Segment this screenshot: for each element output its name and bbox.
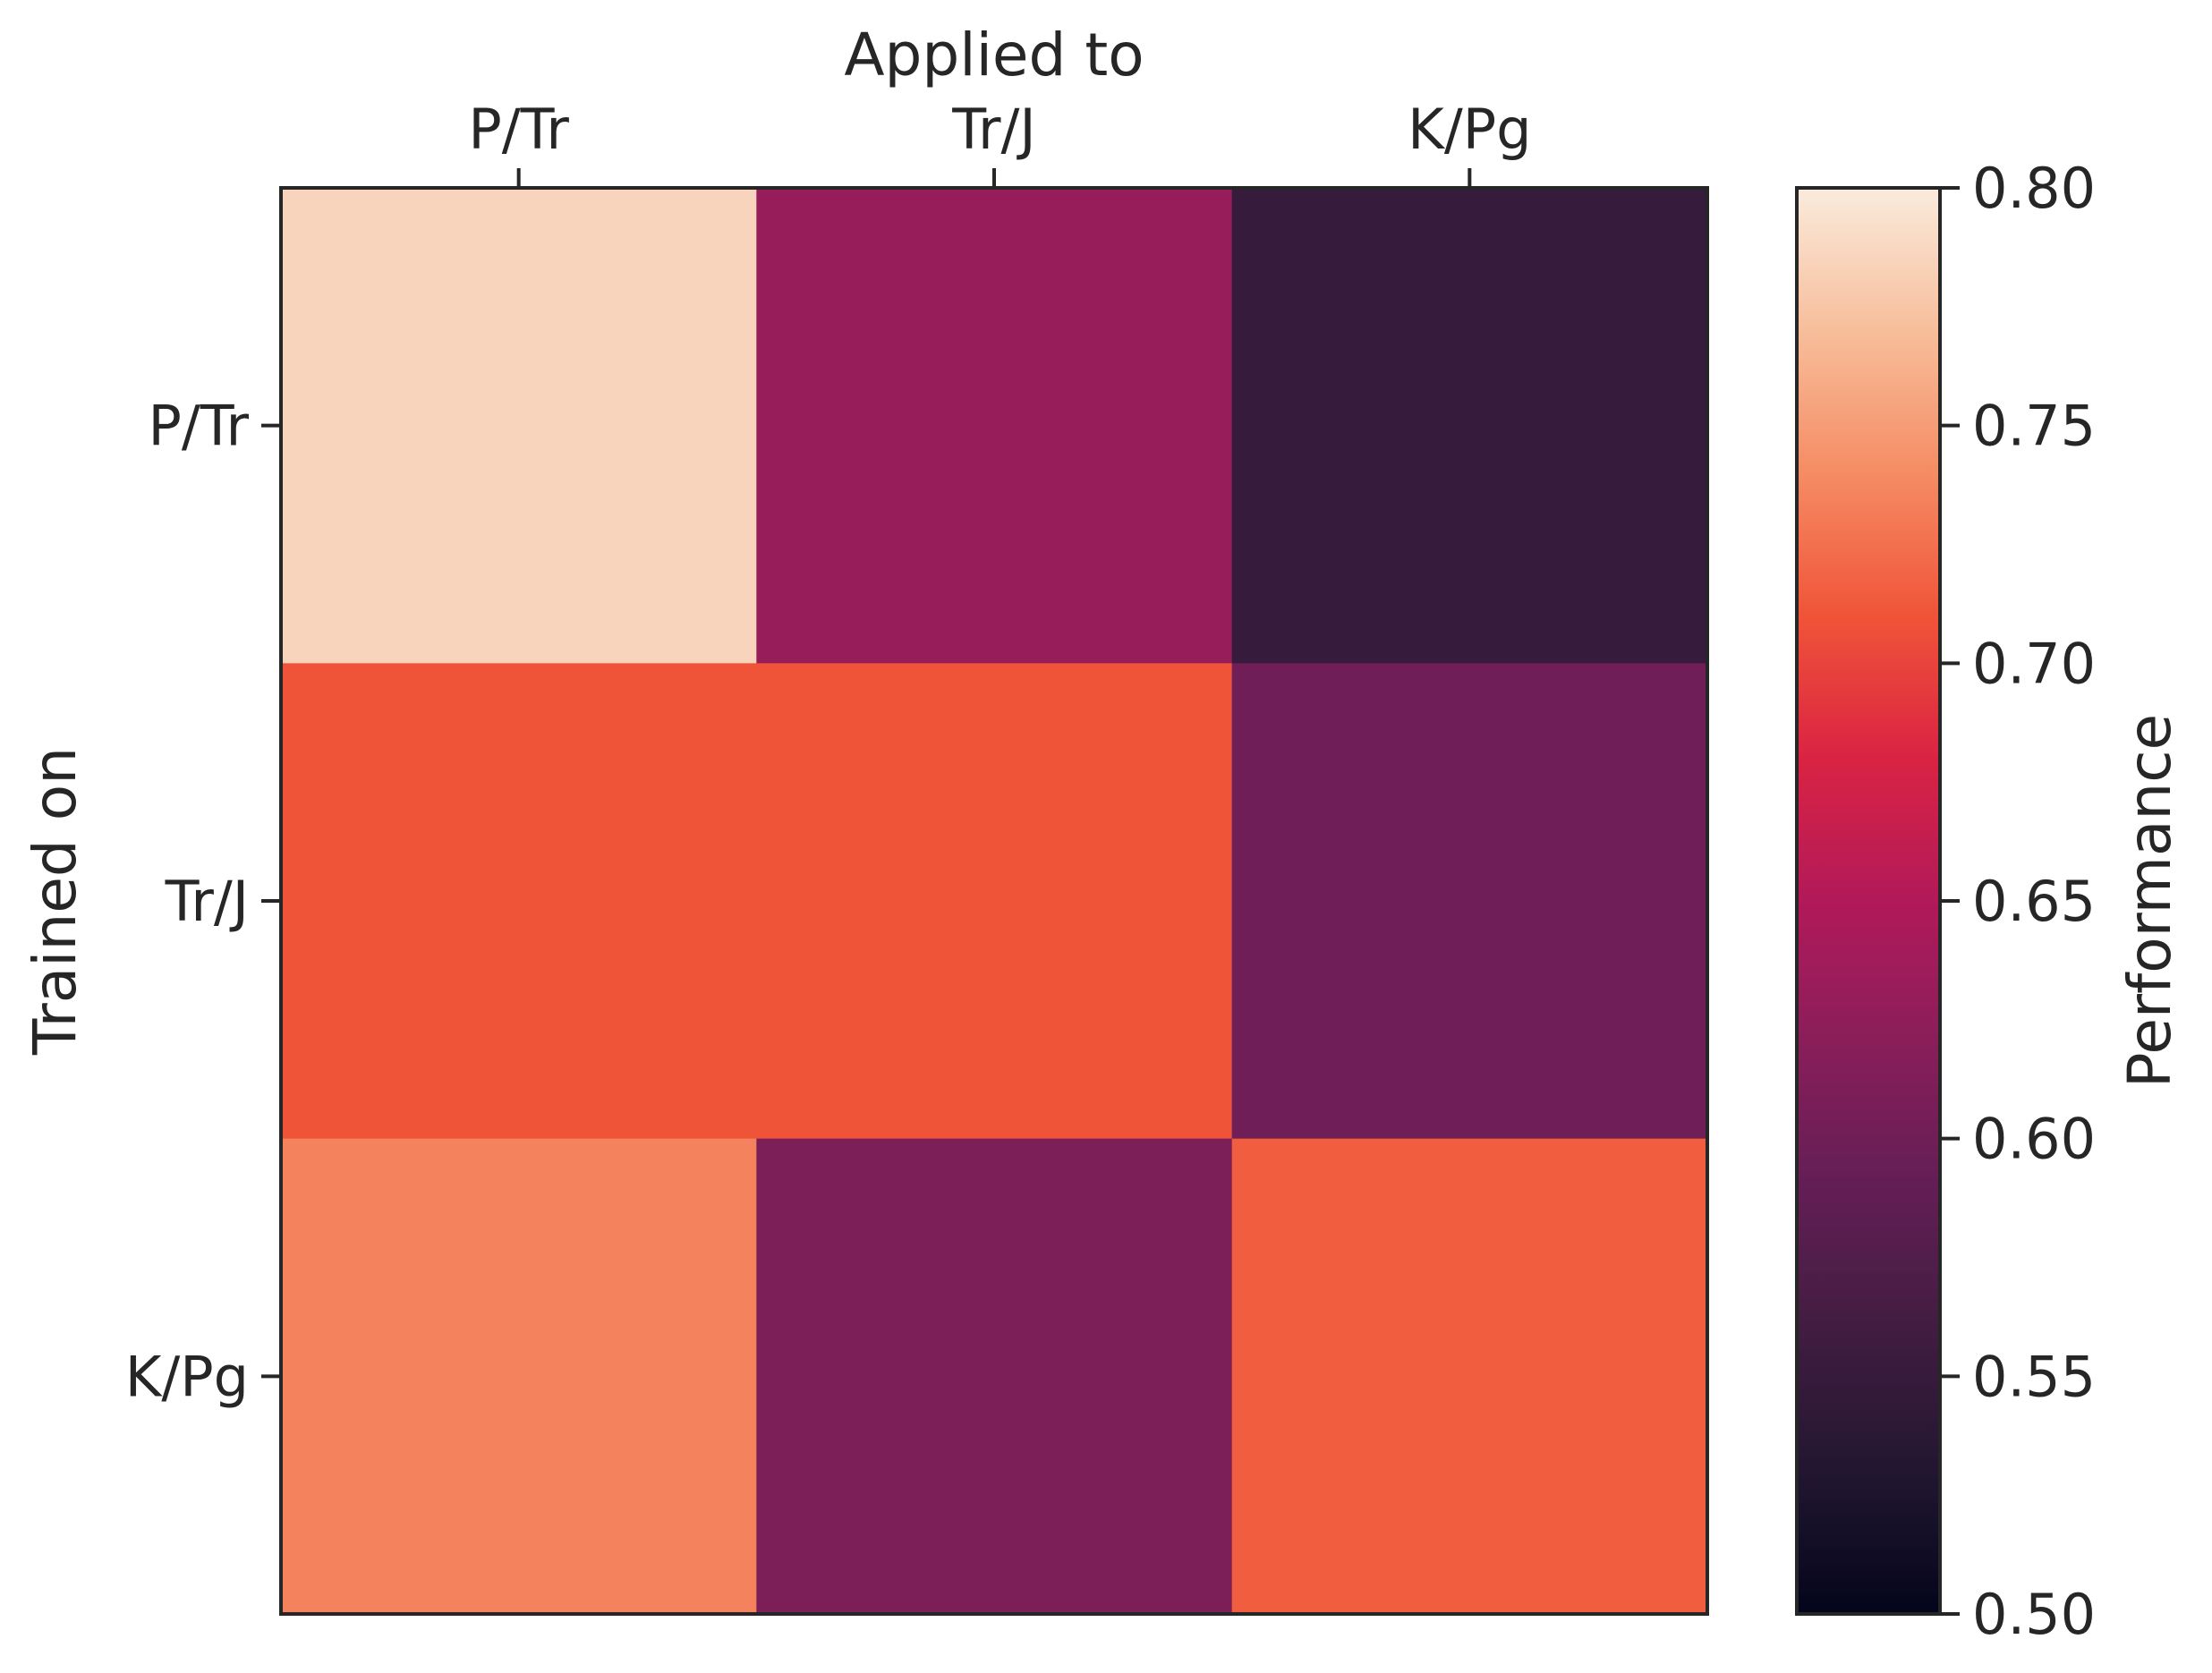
colorbar-tick-label: 0.65 (1972, 869, 2096, 934)
x-tick-label: K/Pg (1408, 97, 1531, 162)
colorbar-gradient (1797, 188, 1940, 1614)
x-axis-label: Applied to (844, 21, 1144, 89)
heatmap-cell (1231, 1138, 1708, 1615)
y-tick-label: Tr/J (165, 869, 249, 934)
x-axis-ticks: P/Tr Tr/J K/Pg (468, 97, 1531, 188)
heatmap-cell (281, 188, 757, 664)
colorbar-ticks: 0.50 0.55 0.60 0.65 0.70 0.75 0.80 (1940, 156, 2096, 1647)
y-tick-label: K/Pg (125, 1344, 249, 1409)
heatmap-cell (756, 663, 1233, 1140)
y-axis-label: Trained on (21, 747, 89, 1056)
heatmap-cells (281, 188, 1708, 1615)
heatmap-cell (756, 188, 1233, 664)
heatmap-cell (756, 1138, 1233, 1615)
colorbar-tick-label: 0.70 (1972, 631, 2096, 696)
x-tick-label: P/Tr (468, 97, 569, 162)
colorbar-tick-label: 0.55 (1972, 1344, 2096, 1409)
x-tick-label: Tr/J (951, 97, 1035, 162)
colorbar-label: Performance (2115, 714, 2184, 1088)
y-tick-label: P/Tr (148, 394, 249, 459)
colorbar-tick-label: 0.75 (1972, 394, 2096, 459)
colorbar-tick-label: 0.80 (1972, 156, 2096, 221)
heatmap-cell (281, 663, 757, 1140)
heatmap-cell (1231, 188, 1708, 664)
colorbar-tick-label: 0.60 (1972, 1107, 2096, 1172)
y-axis-ticks: P/Tr Tr/J K/Pg (125, 394, 281, 1409)
heatmap-cell (281, 1138, 757, 1615)
heatmap-cell (1231, 663, 1708, 1140)
colorbar-tick-label: 0.50 (1972, 1582, 2096, 1647)
